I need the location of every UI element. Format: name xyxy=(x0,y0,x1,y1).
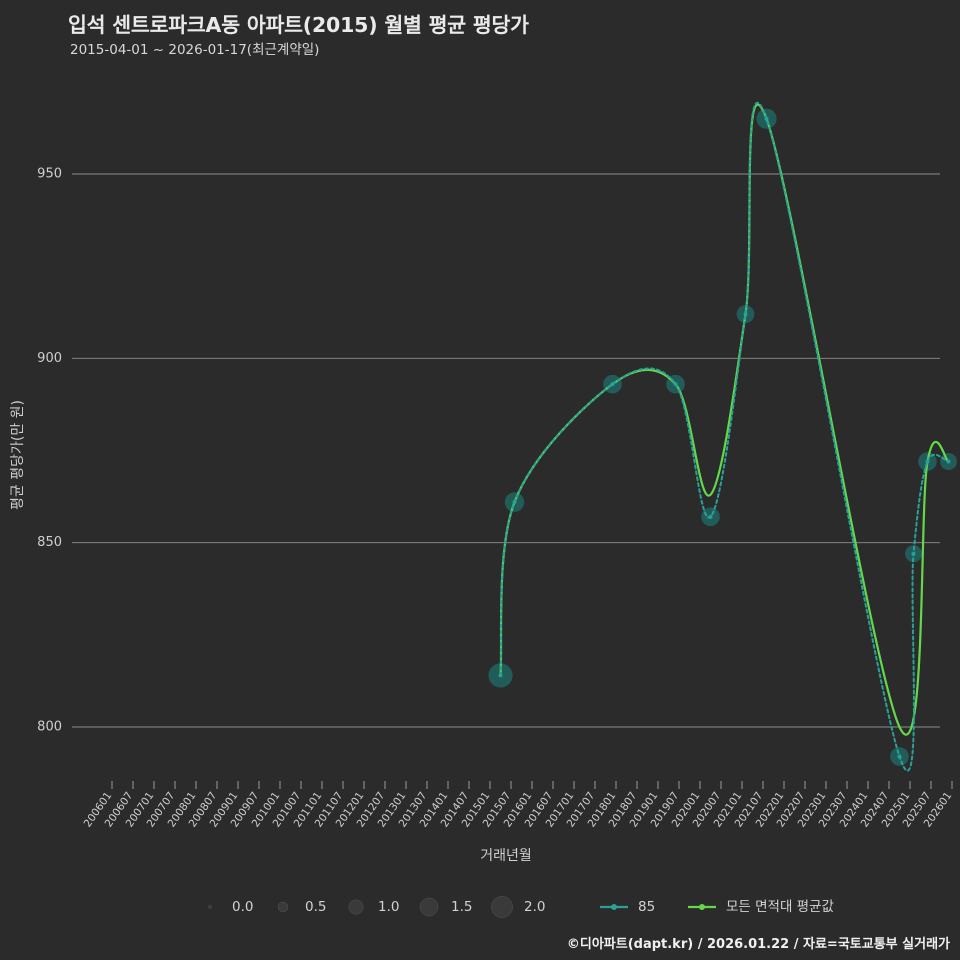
y-axis-ticks: 800 850 900 950 xyxy=(37,167,62,735)
legend-series-marker[interactable] xyxy=(611,904,617,910)
series-marker xyxy=(911,551,916,556)
legend-size-swatch xyxy=(208,905,212,909)
series-marker xyxy=(764,116,769,121)
legend-size-label: 0.0 xyxy=(232,899,253,915)
legend-size-label: 0.5 xyxy=(305,899,326,915)
series-marker xyxy=(673,382,678,387)
footer-credit: ©디아파트(dapt.kr) / 2026.01.22 / 자료=국토교통부 실… xyxy=(566,937,950,952)
gridlines xyxy=(72,173,940,728)
legend-size-swatch xyxy=(419,897,439,917)
legend-series-label[interactable]: 모든 면적대 평균값 xyxy=(726,899,834,915)
legend-size-swatch xyxy=(277,901,289,913)
series-marker xyxy=(897,754,902,759)
y-tick-label: 800 xyxy=(37,720,62,735)
series-lines xyxy=(499,101,950,772)
legend-series-label[interactable]: 85 xyxy=(638,899,655,915)
legend-size-label: 1.5 xyxy=(451,899,472,915)
series-line-85 xyxy=(499,101,950,772)
legend-size-swatch xyxy=(491,896,513,918)
chart-legend[interactable]: 0.0 0.5 1.0 1.5 2.0 85 모든 면적대 평균값 xyxy=(208,896,834,918)
x-axis-ticks: 2006012006072007012007072008012008072009… xyxy=(82,781,954,830)
legend-series-marker[interactable] xyxy=(699,904,705,910)
series-markers xyxy=(498,116,951,759)
series-line-all-average xyxy=(499,103,950,736)
page-title: 입석 센트로파크A동 아파트(2015) 월별 평균 평당가 xyxy=(68,13,529,37)
series-marker xyxy=(708,514,713,519)
chart-subtitle: 2015-04-01 ~ 2026-01-17(최근계약일) xyxy=(70,42,320,58)
series-marker xyxy=(925,459,930,464)
bubble-markers xyxy=(488,108,957,766)
y-tick-label: 850 xyxy=(37,535,62,550)
legend-size-label: 1.0 xyxy=(378,899,399,915)
series-marker xyxy=(610,382,615,387)
y-tick-label: 900 xyxy=(37,351,62,366)
series-marker xyxy=(743,312,748,317)
legend-size-swatch xyxy=(348,899,364,915)
series-marker xyxy=(512,500,517,505)
series-marker xyxy=(946,459,951,464)
series-marker xyxy=(498,673,503,678)
legend-size-label: 2.0 xyxy=(524,899,545,915)
y-axis-title: 평균 평당가(만 원) xyxy=(10,400,26,510)
y-tick-label: 950 xyxy=(37,167,62,182)
x-axis-title: 거래년월 xyxy=(480,848,532,864)
